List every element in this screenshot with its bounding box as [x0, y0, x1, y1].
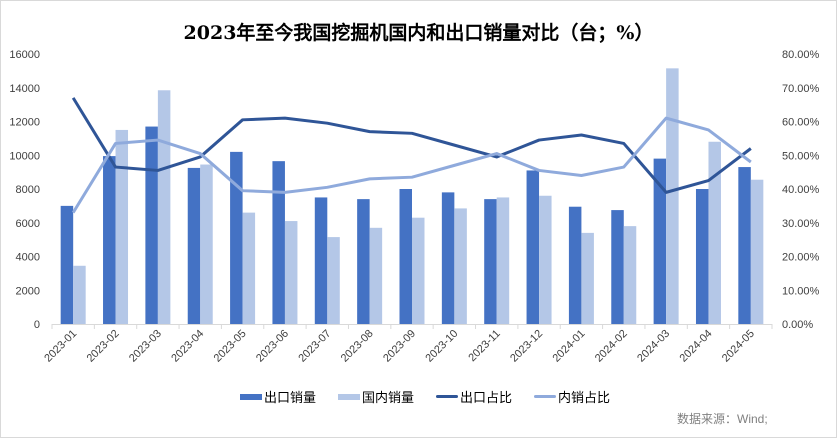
x-axis-tick-label: 2023-03: [127, 328, 164, 365]
bar-domestic: [284, 221, 298, 324]
left-axis-tick-label: 6000: [16, 218, 40, 230]
x-axis-tick-label: 2023-10: [423, 328, 460, 365]
bar-domestic: [369, 227, 383, 324]
bar-domestic: [539, 195, 552, 324]
bar-export: [187, 167, 201, 324]
bar-domestic: [242, 212, 256, 324]
legend: 出口销量 国内销量 出口占比 内销占比: [240, 387, 610, 406]
legend-swatch: [436, 395, 459, 398]
bar-export: [738, 167, 751, 324]
bar-domestic: [496, 197, 510, 324]
x-axis-tick-label: 2023-05: [212, 328, 249, 365]
left-axis-tick-label: 14000: [9, 83, 40, 95]
bar-domestic: [750, 179, 764, 324]
left-axis-tick-label: 0: [34, 319, 40, 331]
x-axis-tick-label: 2024-02: [593, 328, 630, 365]
legend-item: 出口销量: [240, 387, 316, 406]
right-axis-tick-label: 60.00%: [782, 117, 820, 129]
x-axis-tick-label: 2024-05: [720, 328, 757, 365]
bar-export: [568, 206, 582, 324]
x-axis-tick-label: 2023-04: [169, 328, 206, 365]
right-axis-tick-label: 30.00%: [782, 218, 820, 230]
legend-label: 出口占比: [460, 390, 513, 405]
bar-export: [272, 161, 285, 324]
x-axis-tick-label: 2023-09: [381, 328, 418, 365]
x-axis-tick-label: 2023-12: [508, 328, 545, 365]
legend-label: 国内销量: [362, 390, 415, 405]
legend-item: 出口占比: [436, 387, 512, 406]
bar-export: [653, 158, 667, 324]
bar-domestic: [327, 237, 340, 324]
bar-export: [145, 126, 158, 324]
bar-domestic: [157, 90, 171, 324]
right-axis-tick-label: 70.00%: [782, 83, 820, 95]
x-axis-tick-label: 2023-02: [85, 328, 122, 365]
chart-plot: 0 2000 4000 6000 8000 10000 12000 14000 16000 0.0…: [9, 49, 820, 365]
legend-item: 内销占比: [534, 387, 610, 406]
chart-title: 2023年至今我国挖掘机国内和出口销量对比（台；%）: [183, 22, 654, 44]
legend-swatch: [338, 393, 361, 400]
bar-export: [526, 170, 540, 324]
left-axis-tick-label: 8000: [16, 184, 40, 196]
bar-domestic: [454, 208, 467, 324]
x-axis-tick-label: 2023-08: [339, 328, 376, 365]
right-axis-tick-label: 0.00%: [782, 319, 813, 331]
x-axis-tick-label: 2024-04: [678, 328, 715, 365]
bar-domestic: [623, 226, 637, 324]
x-axis-tick-label: 2023-07: [296, 328, 333, 365]
bar-domestic: [200, 164, 213, 324]
right-axis-tick-label: 50.00%: [782, 150, 820, 162]
bar-domestic: [115, 129, 129, 324]
right-axis-tick-label: 40.00%: [782, 184, 820, 196]
legend-swatch: [534, 395, 557, 398]
left-axis-tick-label: 16000: [9, 49, 40, 61]
bar-export: [103, 156, 116, 324]
legend-swatch: [240, 393, 262, 400]
x-axis-tick-label: 2023-01: [42, 328, 79, 365]
bar-export: [695, 189, 709, 324]
bar-export: [357, 199, 370, 324]
x-axis-tick-label: 2023-06: [254, 328, 291, 365]
bar-export: [399, 189, 412, 324]
right-axis-tick-label: 10.00%: [782, 285, 820, 297]
bar-domestic: [708, 141, 721, 324]
bar-export: [60, 205, 74, 324]
source-note: 数据来源：Wind;: [677, 412, 768, 426]
legend-label: 出口销量: [264, 390, 317, 405]
bar-domestic: [73, 265, 86, 324]
bar-export: [314, 197, 328, 324]
bar-export: [230, 151, 243, 324]
x-axis-tick-label: 2024-03: [635, 328, 672, 365]
legend-label: 内销占比: [558, 390, 611, 405]
bar-export: [441, 192, 455, 324]
right-axis-tick-label: 20.00%: [782, 252, 820, 264]
left-axis-tick-label: 10000: [9, 150, 40, 162]
bar-export: [611, 210, 624, 324]
bar-domestic: [412, 217, 425, 324]
legend-item: 国内销量: [338, 387, 414, 406]
right-axis-tick-label: 80.00%: [782, 49, 820, 61]
left-axis-tick-label: 2000: [16, 285, 40, 297]
x-axis-tick-label: 2023-11: [466, 328, 502, 364]
bar-domestic: [581, 232, 594, 324]
x-axis-tick-label: 2024-01: [550, 328, 587, 365]
bar-export: [484, 199, 497, 324]
left-axis-tick-label: 12000: [9, 117, 40, 129]
left-axis-tick-label: 4000: [16, 252, 40, 264]
bar-domestic: [666, 68, 679, 324]
